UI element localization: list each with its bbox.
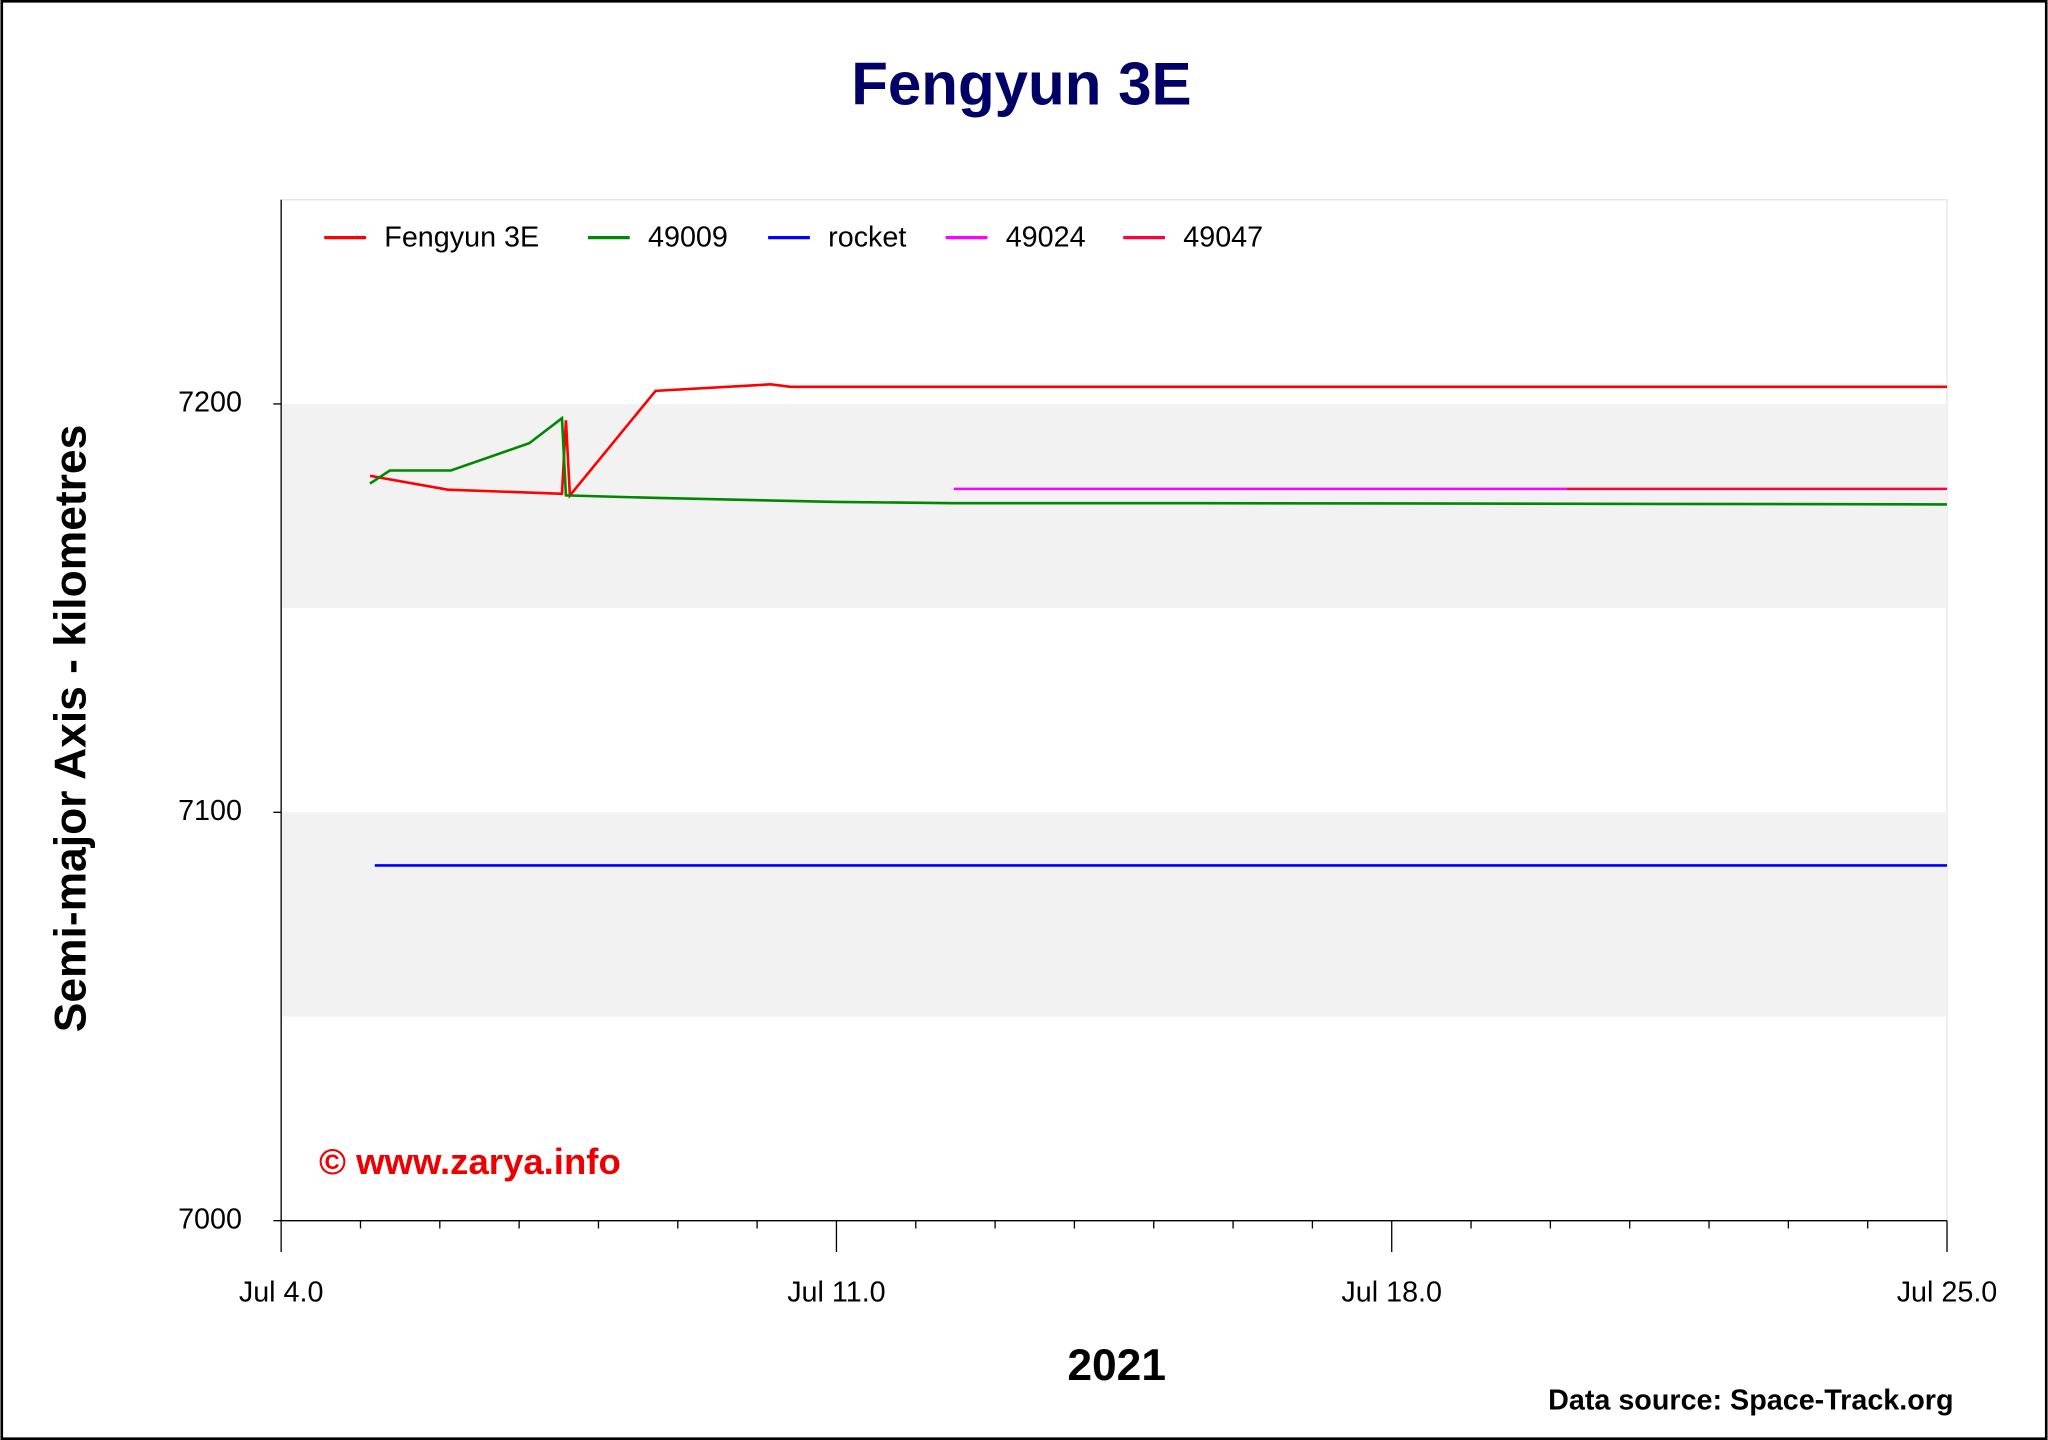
source-note: Data source: Space-Track.org xyxy=(1548,1385,1953,1417)
plot-area: 7000 7100 7200 Jul 4.0 Jul 11.0 Jul 18.0 Jul 2… xyxy=(178,199,1998,1308)
x-tick-label: Jul 11.0 xyxy=(787,1276,885,1308)
plot-background xyxy=(280,199,1948,1222)
y-axis-label: Semi-major Axis - kilometres xyxy=(46,425,95,1033)
x-axis-label: 2021 xyxy=(1067,1341,1166,1390)
grid-band xyxy=(281,812,1948,1017)
x-tick-label: Jul 18.0 xyxy=(1341,1276,1442,1308)
watermark: © www.zarya.info xyxy=(319,1141,621,1182)
x-tick-label: Jul 25.0 xyxy=(1897,1276,1998,1308)
chart-title: Fengyun 3E xyxy=(851,51,1191,118)
legend-label: 49009 xyxy=(648,222,728,254)
legend-label: 49024 xyxy=(1006,222,1086,254)
y-tick-label: 7200 xyxy=(178,387,242,419)
legend-label: rocket xyxy=(828,222,906,254)
legend-label: 49047 xyxy=(1183,222,1263,254)
x-tick-label: Jul 4.0 xyxy=(239,1276,324,1308)
grid-band xyxy=(281,403,1948,609)
legend-label: Fengyun 3E xyxy=(384,222,539,254)
y-tick-label: 7000 xyxy=(178,1203,242,1235)
series-line xyxy=(369,415,1948,506)
y-tick-label: 7100 xyxy=(178,795,242,827)
